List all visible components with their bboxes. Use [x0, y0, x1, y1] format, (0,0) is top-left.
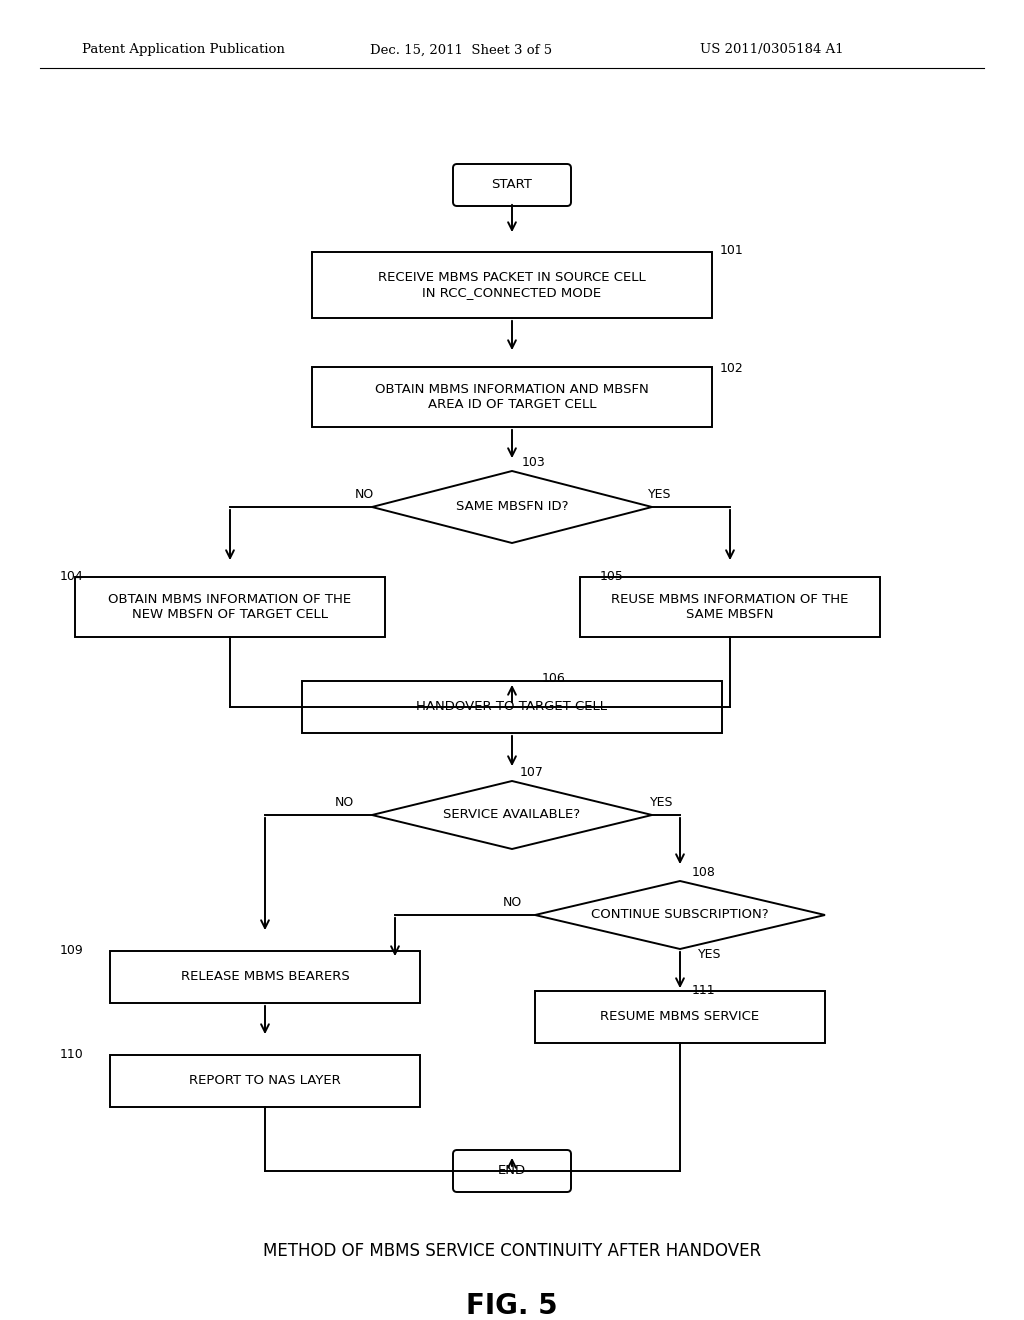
Text: METHOD OF MBMS SERVICE CONTINUITY AFTER HANDOVER: METHOD OF MBMS SERVICE CONTINUITY AFTER …: [263, 1242, 761, 1261]
Text: END: END: [498, 1164, 526, 1177]
Text: REUSE MBMS INFORMATION OF THE
SAME MBSFN: REUSE MBMS INFORMATION OF THE SAME MBSFN: [611, 593, 849, 620]
FancyBboxPatch shape: [302, 681, 722, 733]
FancyBboxPatch shape: [312, 367, 712, 426]
Polygon shape: [372, 471, 652, 543]
Text: START: START: [492, 178, 532, 191]
Text: OBTAIN MBMS INFORMATION OF THE
NEW MBSFN OF TARGET CELL: OBTAIN MBMS INFORMATION OF THE NEW MBSFN…: [109, 593, 351, 620]
Text: 109: 109: [60, 944, 84, 957]
Text: SERVICE AVAILABLE?: SERVICE AVAILABLE?: [443, 808, 581, 821]
FancyBboxPatch shape: [580, 577, 880, 638]
FancyBboxPatch shape: [453, 164, 571, 206]
Text: 103: 103: [522, 455, 546, 469]
FancyBboxPatch shape: [110, 1055, 420, 1107]
Text: OBTAIN MBMS INFORMATION AND MBSFN
AREA ID OF TARGET CELL: OBTAIN MBMS INFORMATION AND MBSFN AREA I…: [375, 383, 649, 411]
Text: YES: YES: [698, 948, 722, 961]
Text: 102: 102: [720, 362, 743, 375]
Text: 107: 107: [520, 766, 544, 779]
Text: YES: YES: [648, 488, 672, 502]
FancyBboxPatch shape: [312, 252, 712, 318]
Text: 106: 106: [542, 672, 565, 685]
Text: SAME MBSFN ID?: SAME MBSFN ID?: [456, 500, 568, 513]
Text: REPORT TO NAS LAYER: REPORT TO NAS LAYER: [189, 1074, 341, 1088]
Text: RESUME MBMS SERVICE: RESUME MBMS SERVICE: [600, 1011, 760, 1023]
Text: Dec. 15, 2011  Sheet 3 of 5: Dec. 15, 2011 Sheet 3 of 5: [370, 44, 552, 57]
Text: YES: YES: [650, 796, 674, 809]
Text: RELEASE MBMS BEARERS: RELEASE MBMS BEARERS: [180, 970, 349, 983]
Text: 104: 104: [60, 570, 84, 583]
FancyBboxPatch shape: [75, 577, 385, 638]
Text: CONTINUE SUBSCRIPTION?: CONTINUE SUBSCRIPTION?: [591, 908, 769, 921]
Text: RECEIVE MBMS PACKET IN SOURCE CELL
IN RCC_CONNECTED MODE: RECEIVE MBMS PACKET IN SOURCE CELL IN RC…: [378, 271, 646, 300]
Text: NO: NO: [354, 488, 374, 502]
FancyBboxPatch shape: [110, 950, 420, 1003]
Text: FIG. 5: FIG. 5: [466, 1292, 558, 1320]
Text: US 2011/0305184 A1: US 2011/0305184 A1: [700, 44, 844, 57]
Text: 108: 108: [692, 866, 716, 879]
Text: HANDOVER TO TARGET CELL: HANDOVER TO TARGET CELL: [417, 701, 607, 714]
Text: NO: NO: [503, 896, 521, 909]
FancyBboxPatch shape: [453, 1150, 571, 1192]
Text: NO: NO: [335, 796, 353, 809]
Text: 101: 101: [720, 244, 743, 257]
Polygon shape: [372, 781, 652, 849]
Text: Patent Application Publication: Patent Application Publication: [82, 44, 285, 57]
Text: 105: 105: [600, 570, 624, 583]
FancyBboxPatch shape: [535, 991, 825, 1043]
Text: 110: 110: [60, 1048, 84, 1061]
Text: 111: 111: [692, 983, 716, 997]
Polygon shape: [535, 880, 825, 949]
